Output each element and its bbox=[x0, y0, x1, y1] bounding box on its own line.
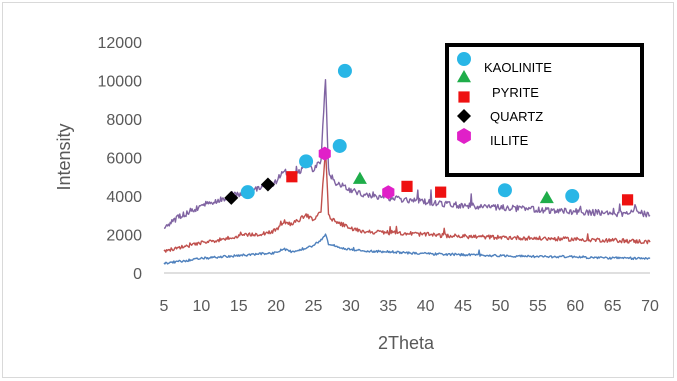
x-tick-label: 65 bbox=[604, 298, 622, 315]
legend-quartz-marker bbox=[457, 109, 471, 123]
x-tick-label: 55 bbox=[529, 298, 547, 315]
axes: 5 10 15 20 25 30 35 40 45 50 55 60 65 70 0 2000 4000 6000… bbox=[98, 35, 660, 315]
y-axis-title: Intensity bbox=[54, 123, 74, 190]
legend-pyrite-triangle-marker bbox=[457, 70, 471, 83]
x-tick-label: 10 bbox=[192, 298, 210, 315]
pyrite-marker bbox=[435, 186, 447, 198]
kaolinite-marker bbox=[299, 154, 314, 169]
series-line bbox=[163, 147, 651, 253]
x-axis-title: 2Theta bbox=[378, 333, 435, 353]
legend-label: ILLITE bbox=[490, 133, 529, 148]
kaolinite-marker bbox=[565, 189, 580, 203]
y-tick-label: 0 bbox=[133, 266, 142, 283]
x-tick-label: 35 bbox=[379, 298, 397, 315]
x-tick-label: 5 bbox=[160, 298, 169, 315]
kaolinite-marker bbox=[332, 138, 347, 153]
pyrite-marker bbox=[352, 171, 367, 184]
legend-label: QUARTZ bbox=[490, 109, 543, 124]
y-tick-label: 12000 bbox=[98, 35, 143, 52]
x-tick-label: 70 bbox=[641, 298, 659, 315]
series-line bbox=[163, 233, 651, 265]
quartz-marker bbox=[224, 190, 239, 205]
y-tick-label: 6000 bbox=[106, 151, 142, 168]
x-tick-label: 50 bbox=[492, 298, 510, 315]
pyrite-marker bbox=[621, 194, 634, 206]
legend-illite-marker bbox=[457, 128, 471, 144]
pyrite-marker bbox=[286, 171, 298, 183]
y-tick-label: 10000 bbox=[98, 74, 143, 91]
x-tick-label: 20 bbox=[267, 298, 285, 315]
pyrite-marker bbox=[539, 190, 554, 204]
x-tick-label: 45 bbox=[454, 298, 472, 315]
y-tick-label: 4000 bbox=[106, 189, 142, 206]
y-tick-label: 8000 bbox=[106, 112, 142, 129]
legend: KAOLINITE PYRITE QUARTZ ILLITE bbox=[445, 43, 644, 177]
legend-pyrite-square-marker bbox=[458, 91, 470, 103]
legend-label: PYRITE bbox=[492, 85, 539, 100]
y-tick-label: 2000 bbox=[106, 228, 142, 245]
legend-kaolinite-marker bbox=[457, 52, 471, 66]
pyrite-marker bbox=[401, 180, 413, 192]
kaolinite-marker bbox=[240, 185, 255, 200]
x-tick-label: 40 bbox=[417, 298, 435, 315]
x-tick-label: 30 bbox=[342, 298, 360, 315]
kaolinite-marker bbox=[337, 63, 352, 78]
illite-marker bbox=[318, 146, 331, 161]
quartz-marker bbox=[260, 177, 275, 192]
x-tick-label: 25 bbox=[305, 298, 323, 315]
marker-layer bbox=[224, 63, 634, 206]
x-tick-label: 60 bbox=[566, 298, 584, 315]
x-tick-label: 15 bbox=[230, 298, 248, 315]
legend-box bbox=[445, 43, 644, 177]
illite-marker bbox=[382, 185, 395, 200]
kaolinite-marker bbox=[497, 183, 512, 198]
legend-label: KAOLINITE bbox=[484, 60, 552, 75]
